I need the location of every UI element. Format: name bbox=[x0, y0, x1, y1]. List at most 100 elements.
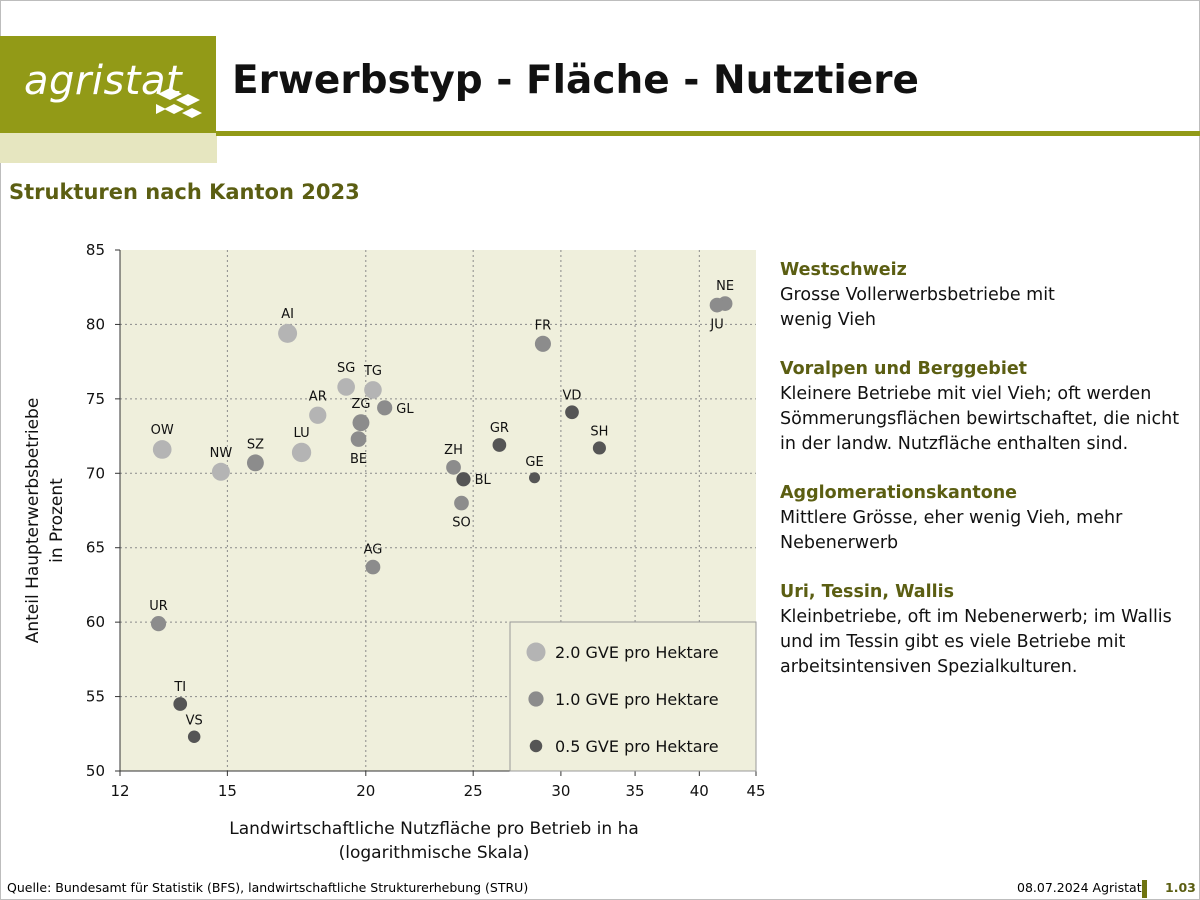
note-text: Mittlere Grösse, eher wenig Vieh, mehr N… bbox=[780, 508, 1123, 553]
data-label-vs: VS bbox=[186, 714, 203, 729]
data-point-ar bbox=[309, 406, 327, 424]
note-title: Voralpen und Berggebiet bbox=[780, 359, 1028, 379]
data-point-nw bbox=[211, 462, 230, 481]
data-point-ai bbox=[278, 323, 298, 343]
data-label-so: SO bbox=[452, 515, 470, 530]
y-tick-label: 75 bbox=[86, 390, 105, 408]
data-point-ge bbox=[529, 472, 541, 484]
data-point-be bbox=[350, 431, 367, 447]
data-label-be: BE bbox=[350, 452, 367, 467]
x-axis-title: Landwirtschaftliche Nutzfläche pro Betri… bbox=[229, 819, 639, 839]
data-label-ju: JU bbox=[709, 317, 723, 332]
y-axis-title: Anteil Haupterwerbsbetriebe bbox=[23, 398, 43, 644]
footer-source: Quelle: Bundesamt für Statistik (BFS), l… bbox=[7, 880, 529, 895]
note-text: Kleinbetriebe, oft im Nebenerwerb; im Wa… bbox=[780, 607, 1172, 677]
logo-text: agristat bbox=[24, 58, 183, 104]
data-label-nw: NW bbox=[210, 446, 233, 461]
data-label-ne: NE bbox=[716, 279, 734, 294]
data-point-zg bbox=[352, 414, 370, 432]
scatter-chart: 12 15 20 25 30 35 40 45 50 55 60 65 70 75 80 85 Landwirt… bbox=[23, 241, 766, 863]
data-label-lu: LU bbox=[293, 426, 309, 441]
data-point-gr bbox=[492, 438, 507, 452]
x-tick-label: 12 bbox=[110, 782, 129, 800]
data-point-so bbox=[454, 495, 469, 511]
data-point-fr bbox=[534, 335, 551, 352]
data-point-ur bbox=[150, 616, 167, 632]
logo-strip bbox=[0, 133, 217, 163]
data-label-ur: UR bbox=[149, 599, 168, 614]
legend-marker bbox=[529, 739, 543, 753]
data-label-tg: TG bbox=[363, 364, 382, 379]
note-text: Grosse Vollerwerbsbetriebe mit wenig Vie… bbox=[780, 285, 1055, 330]
note-voralpen: Voralpen und Berggebiet Kleinere Betrieb… bbox=[780, 357, 1195, 457]
data-point-sz bbox=[246, 454, 264, 472]
x-tick-label: 25 bbox=[464, 782, 483, 800]
note-uri-tessin-wallis: Uri, Tessin, Wallis Kleinbetriebe, oft i… bbox=[780, 580, 1195, 680]
data-label-ag: AG bbox=[364, 543, 383, 558]
note-title: Westschweiz bbox=[780, 260, 907, 280]
note-text: Kleinere Betriebe mit viel Vieh; oft wer… bbox=[780, 384, 1180, 454]
x-tick-label: 40 bbox=[690, 782, 709, 800]
agristat-logo: agristat bbox=[0, 36, 216, 133]
legend-marker bbox=[526, 642, 546, 662]
data-label-ow: OW bbox=[151, 423, 174, 438]
legend-label: 0.5 GVE pro Hektare bbox=[555, 737, 719, 756]
data-label-gl: GL bbox=[396, 402, 414, 417]
y-tick-label: 50 bbox=[86, 762, 105, 780]
legend-marker bbox=[528, 691, 544, 707]
sidebar-notes: Westschweiz Grosse Vollerwerbsbetriebe m… bbox=[780, 258, 1195, 704]
legend-box bbox=[509, 621, 757, 772]
page-number: 1.03 bbox=[1165, 880, 1196, 895]
data-label-ar: AR bbox=[309, 390, 327, 405]
y-tick-label: 55 bbox=[86, 688, 105, 706]
footer-date: 08.07.2024 Agristat bbox=[1017, 880, 1142, 895]
data-point-vs bbox=[187, 730, 201, 744]
y-axis-note: in Prozent bbox=[47, 478, 67, 563]
data-label-ti: TI bbox=[173, 680, 186, 695]
data-label-sh: SH bbox=[590, 424, 608, 439]
data-point-lu bbox=[291, 442, 312, 463]
y-tick-label: 60 bbox=[86, 613, 105, 631]
x-tick-label: 20 bbox=[356, 782, 375, 800]
y-tick-label: 65 bbox=[86, 539, 105, 557]
data-point-ag bbox=[365, 559, 381, 575]
data-point-gl bbox=[377, 400, 393, 416]
data-point-ow bbox=[152, 440, 172, 459]
data-point-sg bbox=[337, 378, 355, 396]
data-label-ge: GE bbox=[525, 455, 543, 470]
page-title: Erwerbstyp - Fläche - Nutztiere bbox=[232, 58, 919, 103]
footer-divider bbox=[1142, 880, 1147, 898]
note-title: Agglomerationskantone bbox=[780, 483, 1018, 503]
x-tick-label: 45 bbox=[746, 782, 765, 800]
data-point-vd bbox=[565, 405, 579, 420]
data-label-zg: ZG bbox=[351, 397, 370, 412]
data-label-sg: SG bbox=[337, 361, 355, 376]
y-tick-label: 85 bbox=[86, 241, 105, 259]
title-rule bbox=[216, 131, 1200, 136]
data-label-vd: VD bbox=[563, 388, 582, 403]
data-label-zh: ZH bbox=[444, 443, 463, 458]
page-subtitle: Strukturen nach Kanton 2023 bbox=[9, 180, 360, 204]
data-label-bl: BL bbox=[475, 473, 492, 488]
data-point-sh bbox=[592, 441, 606, 455]
note-westschweiz: Westschweiz Grosse Vollerwerbsbetriebe m… bbox=[780, 258, 1195, 333]
y-tick-label: 80 bbox=[86, 315, 105, 333]
data-point-tg bbox=[364, 381, 382, 399]
data-label-ai: AI bbox=[281, 307, 294, 322]
legend-label: 2.0 GVE pro Hektare bbox=[555, 643, 719, 662]
data-point-ti bbox=[173, 697, 188, 711]
legend-label: 1.0 GVE pro Hektare bbox=[555, 690, 719, 709]
note-agglomeration: Agglomerationskantone Mittlere Grösse, e… bbox=[780, 481, 1195, 556]
note-title: Uri, Tessin, Wallis bbox=[780, 582, 954, 602]
x-axis-note: (logarithmische Skala) bbox=[339, 843, 530, 863]
x-tick-label: 30 bbox=[551, 782, 570, 800]
logo-arrows-icon bbox=[156, 88, 202, 118]
data-point-ju bbox=[709, 297, 725, 313]
data-label-sz: SZ bbox=[247, 437, 264, 452]
data-point-zh bbox=[446, 459, 461, 475]
data-point-bl bbox=[456, 472, 471, 487]
x-tick-label: 35 bbox=[626, 782, 645, 800]
x-tick-label: 15 bbox=[218, 782, 237, 800]
data-label-fr: FR bbox=[535, 319, 552, 334]
y-tick-label: 70 bbox=[86, 464, 105, 482]
